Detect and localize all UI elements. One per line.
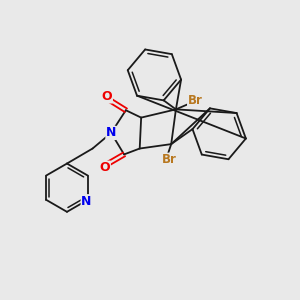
Text: N: N <box>106 126 116 140</box>
Text: Br: Br <box>188 94 202 107</box>
Text: N: N <box>81 195 92 208</box>
Text: Br: Br <box>162 153 177 166</box>
Text: O: O <box>100 161 110 174</box>
Text: O: O <box>102 90 112 103</box>
